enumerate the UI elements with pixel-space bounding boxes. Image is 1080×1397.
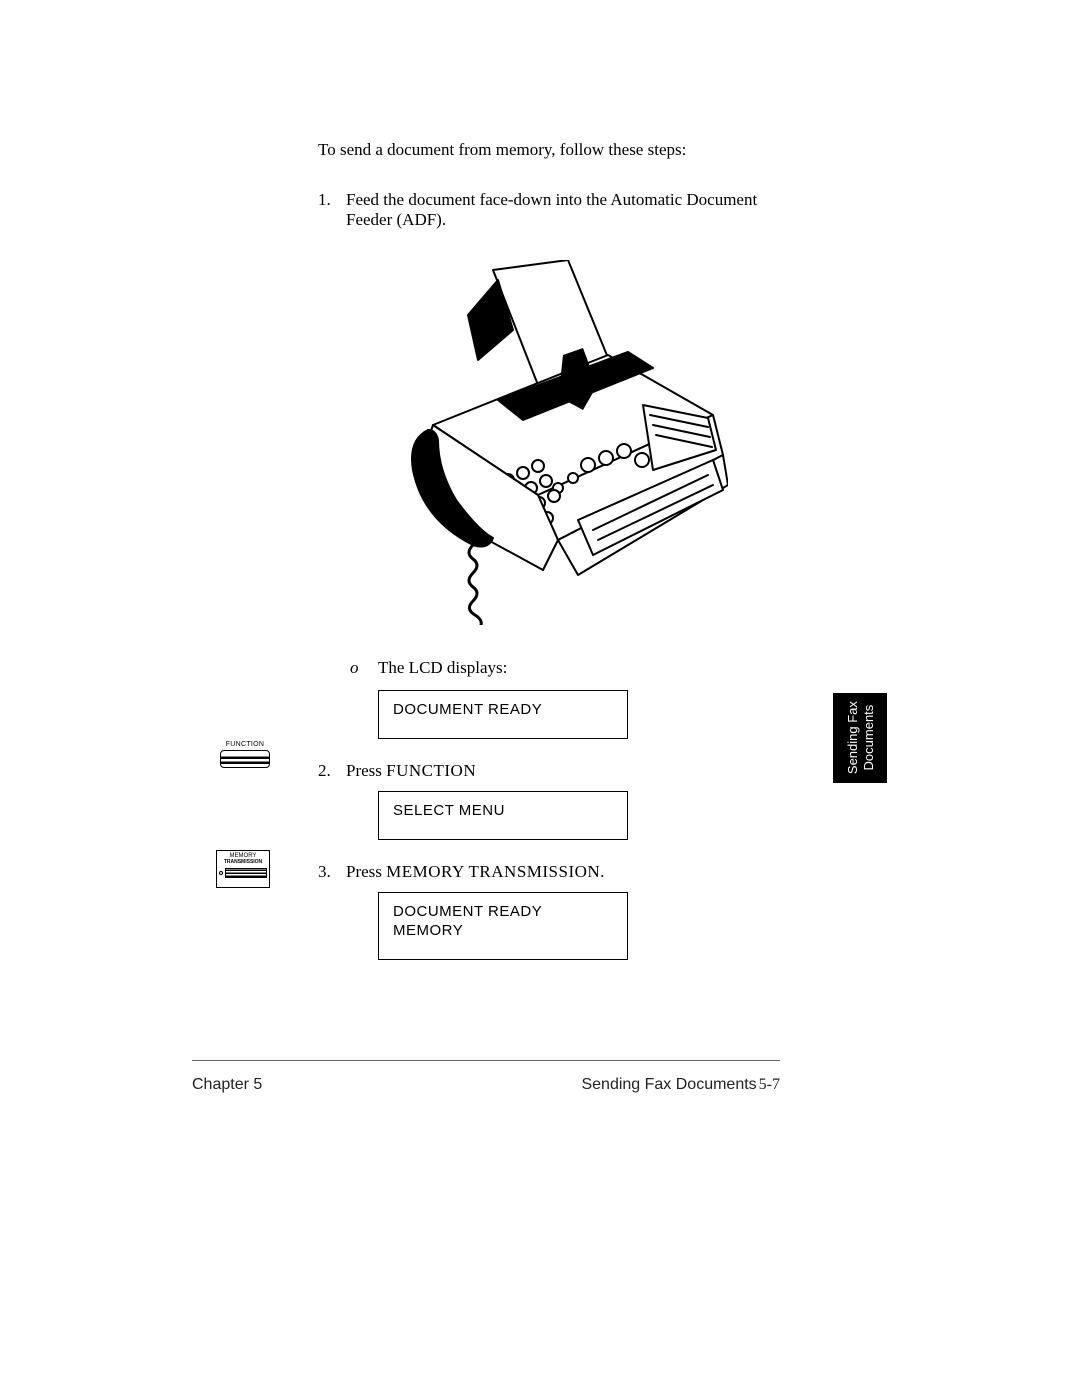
step-2-text: Press FUNCTION xyxy=(346,761,788,781)
page-footer: Chapter 5 Sending Fax Documents5-7 xyxy=(192,1076,780,1094)
intro-text: To send a document from memory, follow t… xyxy=(318,140,788,160)
memory-key-graphic: MEMORY TRANSMISSION xyxy=(216,850,270,888)
lcd-display-1: DOCUMENT READY xyxy=(378,690,628,739)
memory-transmission-key-icon: MEMORY TRANSMISSION xyxy=(216,850,274,888)
step-3-text: Press MEMORY TRANSMISSION. xyxy=(346,862,788,882)
lcd-bullet: o The LCD displays: xyxy=(350,658,788,678)
function-key-label: FUNCTION xyxy=(216,741,274,748)
lcd-3-line2: MEMORY xyxy=(393,922,613,939)
section-tab-line2: Documents xyxy=(860,702,876,775)
lcd-1-line1: DOCUMENT READY xyxy=(393,701,613,718)
step-3: 3. Press MEMORY TRANSMISSION. xyxy=(318,862,788,882)
lcd-display-3: DOCUMENT READY MEMORY xyxy=(378,892,628,960)
lcd-3-line1: DOCUMENT READY xyxy=(393,903,613,920)
bullet-marker: o xyxy=(350,658,378,678)
function-key-icon: FUNCTION xyxy=(216,741,274,768)
function-key-graphic xyxy=(220,750,270,768)
section-tab-line1: Sending Fax xyxy=(844,702,860,775)
footer-right: Sending Fax Documents5-7 xyxy=(581,1076,780,1094)
step-2: 2. Press FUNCTION xyxy=(318,761,788,781)
step-1-number: 1. xyxy=(318,190,346,230)
section-tab: Sending Fax Documents xyxy=(833,693,887,783)
footer-chapter: Chapter 5 xyxy=(192,1076,262,1094)
step-1-text: Feed the document face-down into the Aut… xyxy=(346,190,788,230)
fax-machine-illustration xyxy=(378,260,728,625)
bullet-text: The LCD displays: xyxy=(378,658,507,678)
lcd-2-line1: SELECT MENU xyxy=(393,802,613,819)
footer-rule xyxy=(192,1060,780,1061)
lcd-display-2: SELECT MENU xyxy=(378,791,628,840)
step-2-number: 2. xyxy=(318,761,346,781)
step-1: 1. Feed the document face-down into the … xyxy=(318,190,788,230)
step-3-number: 3. xyxy=(318,862,346,882)
